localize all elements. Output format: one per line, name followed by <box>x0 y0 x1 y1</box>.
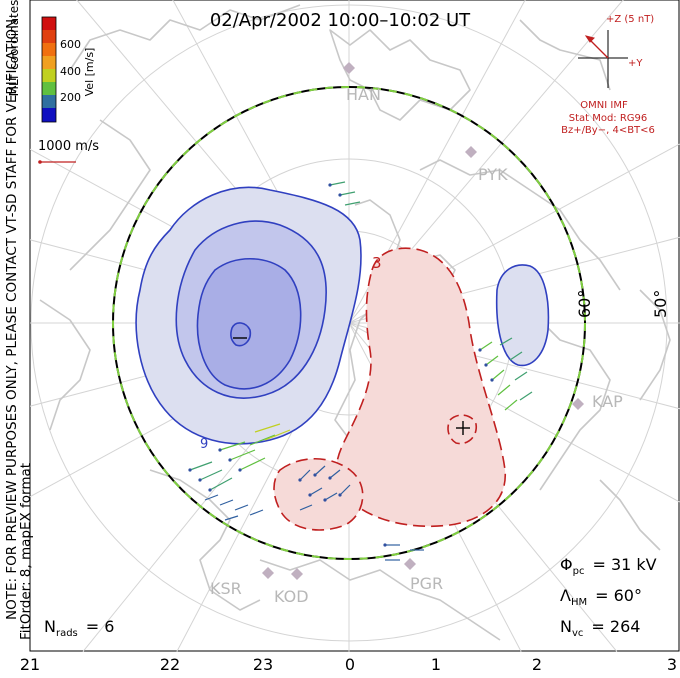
mlt-label-22: 22 <box>160 655 180 674</box>
radar-sites <box>262 62 584 580</box>
stat-phi-pc: Φpc = 31 kV <box>560 555 657 577</box>
vector-scale-label: 1000 m/s <box>38 139 99 154</box>
vector-scale-dot <box>38 160 42 164</box>
imf-model: Stat Mod: RG96 <box>569 113 648 124</box>
colorbar-tick-600: 600 <box>60 38 81 51</box>
radar-label-pgr: PGR <box>410 574 443 593</box>
fit-order-note: FitOrder: 8, mapEX format <box>18 463 34 640</box>
radar-label-ksr: KSR <box>210 579 242 598</box>
radar-label-han: HAN <box>346 85 381 104</box>
svg-text:Nvc= 264: Nvc = 264 <box>560 617 640 639</box>
radar-label-pyk: PYK <box>478 165 508 184</box>
stat-n-rads: Nrads = 6 <box>44 617 114 639</box>
colorbar-tick-200: 200 <box>60 91 81 104</box>
imf-clock-dial <box>578 30 628 88</box>
velocity-vectors <box>189 181 533 561</box>
preview-note: NOTE: FOR PREVIEW PURPOSES ONLY, PLEASE … <box>4 15 20 620</box>
mlt-label-0: 0 <box>345 655 355 674</box>
lat-label-60: 60° <box>575 290 594 318</box>
map-title: 02/Apr/2002 10:00–10:02 UT <box>210 10 471 31</box>
colorbar-title: Vel [m/s] <box>83 48 96 97</box>
velocity-vector-roots <box>188 183 494 547</box>
colorbar-tick-400: 400 <box>60 65 81 78</box>
negative-potential-cell <box>135 186 550 445</box>
svg-text:Φpc= 31 kV: Φpc = 31 kV <box>560 555 657 577</box>
contour-label-positive: 3 <box>372 254 382 272</box>
svg-text:ΛHM= 60°: ΛHM = 60° <box>560 586 642 608</box>
mlt-label-21: 21 <box>20 655 40 674</box>
heppner-maynard-boundary <box>112 86 586 560</box>
radar-label-kap: KAP <box>592 392 623 411</box>
imf-condition: Bz+/By−, 4<BT<6 <box>561 125 655 136</box>
stat-n-vc: Nvc = 264 <box>560 617 640 639</box>
mlt-label-1: 1 <box>431 655 441 674</box>
imf-source: OMNI IMF <box>580 100 628 111</box>
mlt-coordinates-label: MLT coordinates <box>7 0 21 96</box>
svg-text:Nrads= 6: Nrads = 6 <box>44 617 114 639</box>
imf-y-label: +Y <box>628 58 643 69</box>
velocity-colorbar <box>41 16 57 123</box>
mlt-label-3: 3 <box>667 655 677 674</box>
imf-z-label: +Z (5 nT) <box>606 14 654 25</box>
coastlines <box>39 4 671 641</box>
contour-label-negative: 9 <box>200 437 208 452</box>
mlt-label-23: 23 <box>253 655 273 674</box>
lat-label-50: 50° <box>651 290 670 318</box>
mlt-label-2: 2 <box>532 655 542 674</box>
radar-label-kod: KOD <box>274 587 309 606</box>
positive-potential-cell <box>273 247 506 531</box>
stat-lambda-hm: ΛHM = 60° <box>560 586 642 608</box>
